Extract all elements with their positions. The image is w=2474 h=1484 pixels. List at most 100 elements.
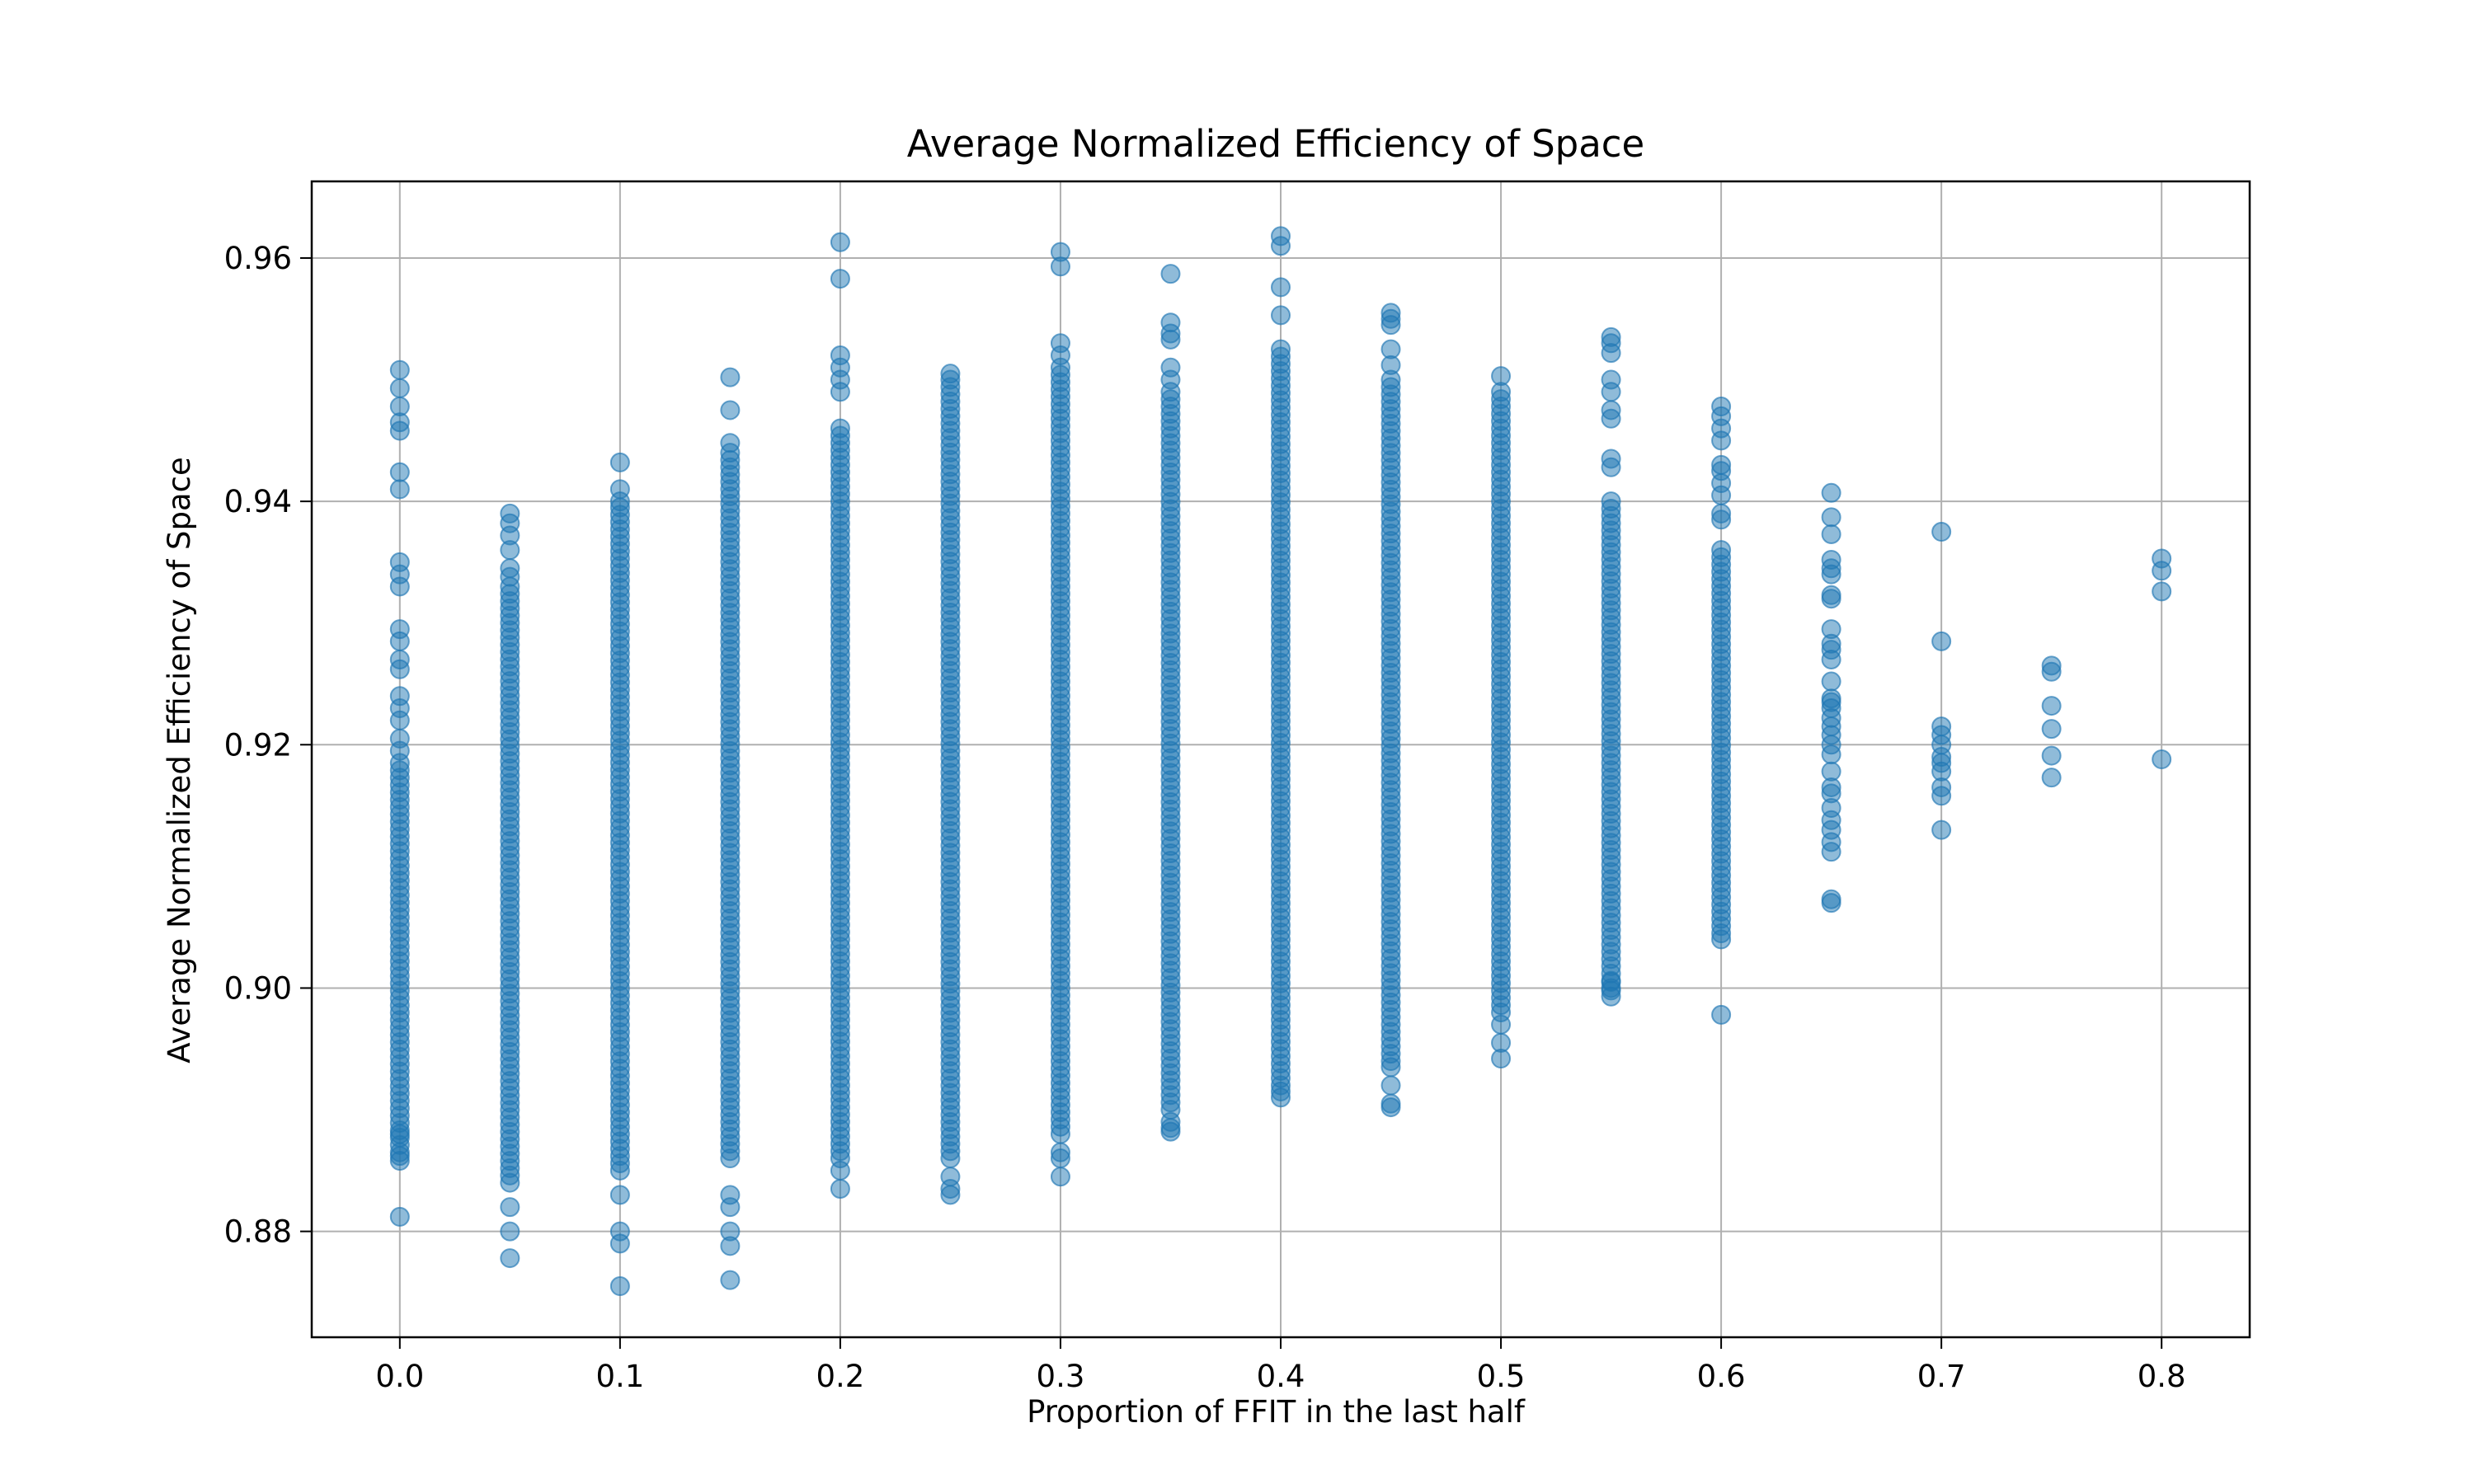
scatter-point bbox=[500, 1221, 520, 1242]
scatter-point bbox=[830, 269, 850, 289]
x-axis-label: Proportion of FFIT in the last half bbox=[1027, 1394, 1526, 1430]
scatter-point bbox=[1821, 744, 1841, 765]
scatter-point bbox=[1050, 1148, 1070, 1169]
scatter-point bbox=[720, 367, 741, 387]
x-tick-label: 0.0 bbox=[375, 1359, 424, 1394]
scatter-point bbox=[1931, 786, 1952, 806]
scatter-point bbox=[1601, 457, 1621, 477]
y-tick-label: 0.88 bbox=[224, 1214, 292, 1250]
scatter-point bbox=[1821, 524, 1841, 544]
scatter-point bbox=[2041, 768, 2062, 788]
scatter-point bbox=[1601, 986, 1621, 1007]
scatter-point bbox=[1160, 329, 1181, 350]
scatter-point bbox=[1711, 1004, 1732, 1025]
scatter-point bbox=[1271, 277, 1291, 298]
x-tick-label: 0.4 bbox=[1257, 1359, 1305, 1394]
scatter-point bbox=[720, 400, 741, 420]
scatter-point bbox=[500, 1248, 520, 1269]
scatter-point bbox=[389, 740, 410, 761]
x-tick-label: 0.2 bbox=[816, 1359, 864, 1394]
scatter-point bbox=[1821, 649, 1841, 669]
scatter-point bbox=[1601, 491, 1621, 512]
scatter-point bbox=[1380, 355, 1401, 375]
scatter-point bbox=[1931, 522, 1952, 542]
scatter-point bbox=[389, 659, 410, 679]
scatter-point bbox=[830, 1178, 850, 1199]
scatter-point bbox=[1380, 1097, 1401, 1118]
y-tick-label: 0.90 bbox=[224, 970, 292, 1006]
scatter-point bbox=[1711, 929, 1732, 950]
scatter-point bbox=[1821, 507, 1841, 528]
scatter-point bbox=[389, 378, 410, 398]
y-tick-label: 0.92 bbox=[224, 727, 292, 763]
scatter-point bbox=[1601, 343, 1621, 364]
scatter-point bbox=[1271, 339, 1291, 359]
scatter-point bbox=[1821, 564, 1841, 585]
scatter-point bbox=[1050, 345, 1070, 366]
scatter-point bbox=[1821, 482, 1841, 503]
x-tick-label: 0.1 bbox=[595, 1359, 644, 1394]
x-tick-label: 0.6 bbox=[1697, 1359, 1746, 1394]
scatter-point bbox=[1601, 382, 1621, 402]
scatter-point bbox=[1821, 893, 1841, 913]
scatter-point bbox=[2041, 719, 2062, 740]
scatter-point bbox=[720, 433, 741, 453]
scatter-point bbox=[940, 364, 961, 384]
scatter-point bbox=[1821, 671, 1841, 692]
scatter-point bbox=[1380, 1075, 1401, 1096]
scatter-point bbox=[500, 1197, 520, 1218]
axis-ticks: 0.0 0.1 0.2 0.3 0.4 0.5 0.6 0.7 0.8 0.88 0.90 0.92 0… bbox=[224, 241, 2186, 1394]
scatter-point bbox=[720, 1270, 741, 1290]
y-tick-label: 0.96 bbox=[224, 241, 292, 276]
scatter-point bbox=[389, 631, 410, 651]
scatter-point bbox=[1711, 510, 1732, 530]
scatter-point bbox=[609, 1185, 630, 1205]
scatter-point bbox=[2152, 581, 2172, 602]
y-tick-label: 0.94 bbox=[224, 484, 292, 519]
scatter-point bbox=[609, 1233, 630, 1254]
scatter-point bbox=[1271, 305, 1291, 326]
scatter-point bbox=[609, 1276, 630, 1297]
scatter-point bbox=[1931, 819, 1952, 840]
scatter-point bbox=[1160, 1121, 1181, 1142]
chart-title: Average Normalized Efficiency of Space bbox=[907, 122, 1644, 166]
scatter-point bbox=[830, 418, 850, 439]
scatter-point bbox=[1380, 1057, 1401, 1078]
scatter-point bbox=[1601, 408, 1621, 429]
scatter-point bbox=[1491, 1049, 1512, 1069]
scatter-point bbox=[1931, 631, 1952, 651]
scatter-point bbox=[830, 382, 850, 402]
scatter-point bbox=[1160, 264, 1181, 284]
scatter-point bbox=[1160, 369, 1181, 390]
scatter-point bbox=[389, 420, 410, 441]
scatter-point bbox=[389, 479, 410, 500]
scatter-point bbox=[1711, 430, 1732, 451]
scatter-point bbox=[1821, 589, 1841, 609]
scatter-point bbox=[2152, 561, 2172, 581]
scatter-point bbox=[830, 1160, 850, 1181]
scatter-point bbox=[389, 576, 410, 597]
scatter-point bbox=[2041, 696, 2062, 716]
scatter-point bbox=[720, 1197, 741, 1218]
y-axis-label: Average Normalized Efficiency of Space bbox=[162, 457, 197, 1063]
x-tick-label: 0.5 bbox=[1477, 1359, 1526, 1394]
scatter-point bbox=[2152, 749, 2172, 769]
scatter-point bbox=[389, 359, 410, 380]
scatter-point bbox=[500, 566, 520, 587]
scatter-point bbox=[2041, 745, 2062, 766]
scatter-point bbox=[1050, 256, 1070, 277]
scatter-point bbox=[389, 710, 410, 730]
scatter-point bbox=[2041, 661, 2062, 682]
scatter-point bbox=[720, 1236, 741, 1256]
scatter-point bbox=[389, 462, 410, 482]
scatter-point bbox=[940, 1185, 961, 1205]
scatter-point bbox=[389, 1206, 410, 1227]
scatter-point bbox=[1491, 366, 1512, 387]
scatter-point bbox=[1050, 1167, 1070, 1187]
scatter-point bbox=[1711, 485, 1732, 505]
scatter-point bbox=[1821, 842, 1841, 862]
x-tick-label: 0.3 bbox=[1037, 1359, 1085, 1394]
scatter-point bbox=[1271, 1087, 1291, 1108]
